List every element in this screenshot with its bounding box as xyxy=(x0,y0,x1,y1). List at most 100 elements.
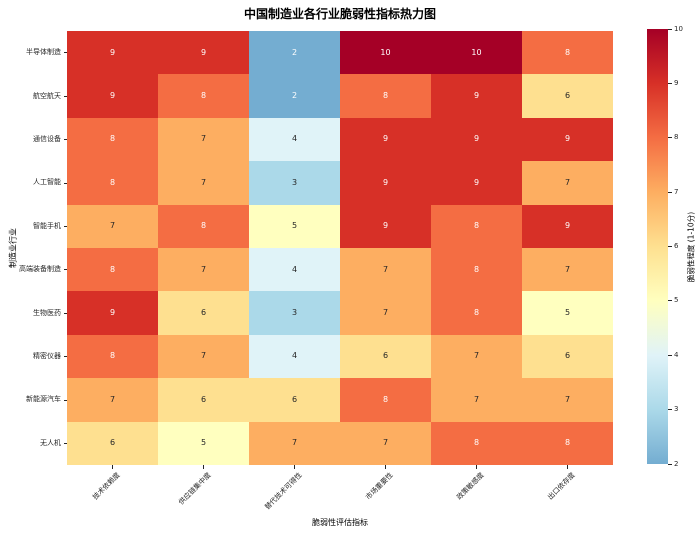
cell-value: 6 xyxy=(564,351,571,361)
heatmap-cell: 9 xyxy=(431,74,522,118)
cell-value: 9 xyxy=(382,221,389,231)
cell-value: 7 xyxy=(200,134,207,144)
cell-value: 4 xyxy=(291,351,298,361)
heatmap-cell: 5 xyxy=(522,291,613,335)
heatmap-cell: 6 xyxy=(158,291,249,335)
heatmap-cell: 3 xyxy=(249,291,340,335)
cell-value: 9 xyxy=(473,91,480,101)
colorbar-tick-label: 3 xyxy=(674,405,679,414)
x-tick-mark xyxy=(112,465,113,469)
cell-value: 9 xyxy=(382,177,389,187)
colorbar-tick-label: 6 xyxy=(674,242,679,250)
heatmap-cell: 9 xyxy=(522,117,613,162)
cell-value: 7 xyxy=(382,264,389,274)
heatmap-cell: 6 xyxy=(158,378,249,422)
heatmap-cell: 8 xyxy=(67,334,158,379)
x-tick-label: 供应链集中度 xyxy=(176,471,213,507)
y-tick-label: 新能源汽车 xyxy=(26,395,61,404)
colorbar-tick-label: 9 xyxy=(674,78,679,87)
heatmap-cell: 9 xyxy=(340,204,431,248)
heatmap-cell: 8 xyxy=(431,421,522,465)
chart-title: 中国制造业各行业脆弱性指标热力图 xyxy=(243,7,436,21)
cell-value: 10 xyxy=(380,47,391,57)
heatmap-cell: 8 xyxy=(340,378,431,422)
heatmap-cell: 10 xyxy=(340,31,431,75)
cell-value: 6 xyxy=(564,91,571,101)
y-tick-mark xyxy=(63,225,67,227)
heatmap-cell: 7 xyxy=(340,291,431,335)
colorbar-tick-label: 10 xyxy=(674,24,683,33)
colorbar-tick-mark xyxy=(668,300,672,302)
heatmap-cell: 8 xyxy=(340,74,431,118)
heatmap-cell: 8 xyxy=(158,74,249,118)
cell-value: 7 xyxy=(564,394,571,404)
cell-value: 9 xyxy=(473,134,480,144)
cell-value: 3 xyxy=(291,308,298,318)
cell-value: 2 xyxy=(291,47,298,57)
heatmap-cell: 7 xyxy=(158,161,249,205)
heatmap-cell: 6 xyxy=(67,421,158,465)
cell-value: 5 xyxy=(291,221,298,231)
y-tick-mark xyxy=(63,356,67,357)
y-tick-label: 精密仪器 xyxy=(33,352,61,360)
cell-value: 8 xyxy=(564,438,571,448)
heatmap-cell: 5 xyxy=(249,204,340,248)
y-tick-mark xyxy=(63,182,67,184)
heatmap-cell: 7 xyxy=(67,204,158,248)
y-tick-label: 通信设备 xyxy=(33,135,61,143)
heatmap-cell: 7 xyxy=(249,421,340,465)
colorbar-tick-mark xyxy=(668,137,672,139)
cell-value: 2 xyxy=(291,91,298,101)
colorbar-tick-label: 7 xyxy=(674,187,679,196)
heatmap-cell: 7 xyxy=(431,378,522,422)
x-tick-label: 替代技术可得性 xyxy=(262,471,304,512)
heatmap-cell: 4 xyxy=(249,248,340,292)
cell-value: 8 xyxy=(382,91,389,101)
heatmap-cell: 8 xyxy=(431,248,522,292)
y-tick-mark xyxy=(63,312,67,314)
cell-value: 4 xyxy=(291,264,298,274)
x-tick-label: 市场重要性 xyxy=(363,471,395,502)
heatmap-cell: 6 xyxy=(249,378,340,422)
cell-value: 5 xyxy=(200,438,207,448)
heatmap-cell: 8 xyxy=(522,421,613,465)
colorbar-tick-label: 5 xyxy=(674,296,679,305)
cell-value: 9 xyxy=(109,91,116,101)
y-tick-label: 半导体制造 xyxy=(26,48,61,57)
heatmap-cell: 9 xyxy=(67,74,158,118)
colorbar-title: 脆弱性程度 (1-10分) xyxy=(686,211,696,283)
cell-value: 6 xyxy=(382,351,389,361)
heatmap-cell: 8 xyxy=(158,204,249,248)
heatmap-cell: 10 xyxy=(431,31,522,75)
x-tick-mark xyxy=(476,465,477,469)
heatmap-cell: 8 xyxy=(67,161,158,205)
cell-value: 7 xyxy=(200,264,207,274)
colorbar-tick-mark xyxy=(668,354,672,356)
heatmap-cell: 4 xyxy=(249,117,340,162)
x-tick-mark xyxy=(203,465,204,469)
heatmap-cell: 9 xyxy=(522,204,613,248)
colorbar-tick-label: 2 xyxy=(674,459,679,468)
cell-value: 8 xyxy=(109,264,116,274)
cell-value: 10 xyxy=(471,47,482,57)
heatmap-cell: 7 xyxy=(522,378,613,422)
heatmap-cell: 2 xyxy=(249,74,340,118)
cell-value: 7 xyxy=(291,438,298,448)
y-tick-mark xyxy=(63,95,67,97)
heatmap-cell: 7 xyxy=(158,248,249,292)
x-tick-label: 技术依赖度 xyxy=(90,471,122,502)
cell-value: 9 xyxy=(473,177,480,187)
heatmap-cell: 8 xyxy=(431,204,522,248)
heatmap-cell: 7 xyxy=(522,161,613,205)
cell-value: 5 xyxy=(564,308,571,318)
heatmap-cell: 4 xyxy=(249,334,340,379)
cell-value: 9 xyxy=(200,47,207,57)
y-tick-label: 生物医药 xyxy=(33,308,61,317)
colorbar-tick-mark xyxy=(668,28,672,30)
heatmap-cell: 9 xyxy=(340,161,431,205)
heatmap-cell: 8 xyxy=(67,248,158,292)
cell-value: 6 xyxy=(291,394,298,404)
cell-value: 6 xyxy=(109,438,116,448)
cell-value: 9 xyxy=(564,134,571,144)
x-tick-mark xyxy=(294,465,295,469)
